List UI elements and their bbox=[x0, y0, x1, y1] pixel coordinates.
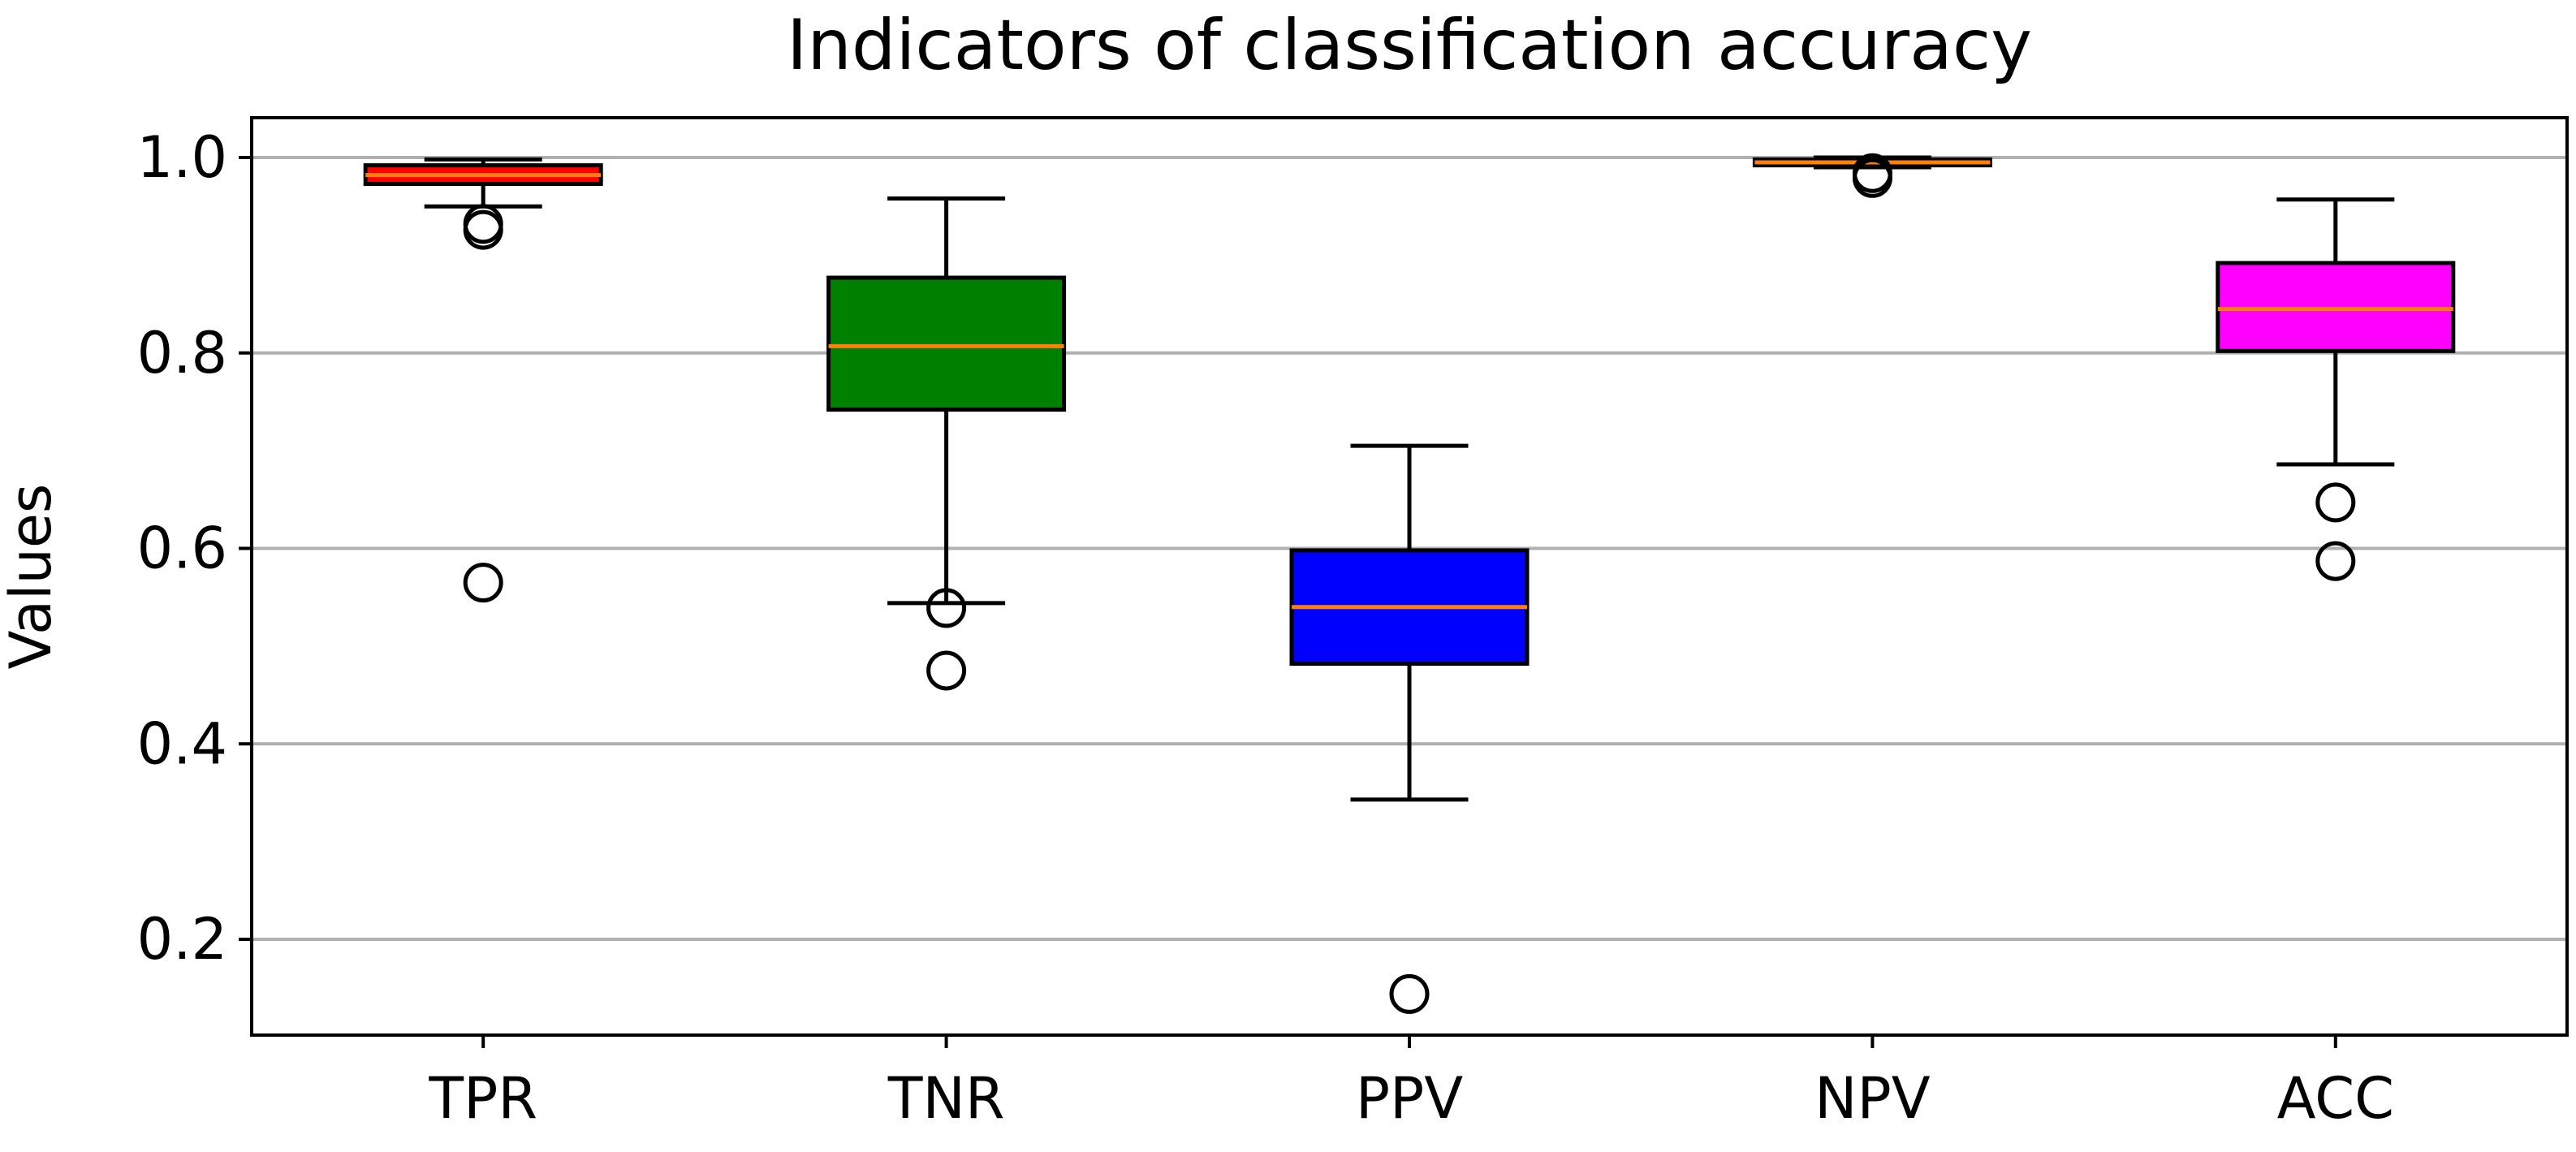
x-tick-label: PPV bbox=[1356, 1065, 1463, 1132]
y-tick-label: 1.0 bbox=[137, 124, 227, 191]
x-tick-label: TNR bbox=[887, 1065, 1005, 1132]
box-tpr bbox=[363, 157, 603, 603]
boxes bbox=[363, 153, 2456, 1014]
box-ppv bbox=[1289, 443, 1530, 1014]
box-tnr bbox=[826, 196, 1067, 691]
outlier-point bbox=[926, 650, 967, 691]
chart-title: Indicators of classification accuracy bbox=[787, 5, 2032, 86]
y-axis-label: Values bbox=[0, 484, 64, 670]
box-npv bbox=[1752, 153, 1992, 198]
box-acc bbox=[2216, 197, 2456, 581]
x-tick-label: ACC bbox=[2277, 1065, 2394, 1132]
outlier-point bbox=[2315, 482, 2356, 523]
y-tick-label: 0.2 bbox=[137, 906, 227, 973]
ticks: 0.2 0.4 0.6 0.8 1.0 TPR TNR PPV NPV ACC bbox=[137, 124, 2394, 1132]
y-tick-label: 0.4 bbox=[137, 710, 227, 777]
x-tick-label: TPR bbox=[428, 1065, 537, 1132]
iqr-box bbox=[826, 275, 1067, 412]
outlier-point bbox=[1389, 973, 1430, 1014]
y-tick-label: 0.6 bbox=[137, 516, 227, 582]
y-tick-label: 0.8 bbox=[137, 320, 227, 386]
outlier-point bbox=[2315, 541, 2356, 581]
outlier-point bbox=[463, 209, 503, 250]
x-tick-label: NPV bbox=[1814, 1065, 1931, 1132]
outlier-point bbox=[1852, 157, 1892, 198]
outlier-point bbox=[926, 588, 967, 628]
outlier-point bbox=[463, 563, 503, 603]
